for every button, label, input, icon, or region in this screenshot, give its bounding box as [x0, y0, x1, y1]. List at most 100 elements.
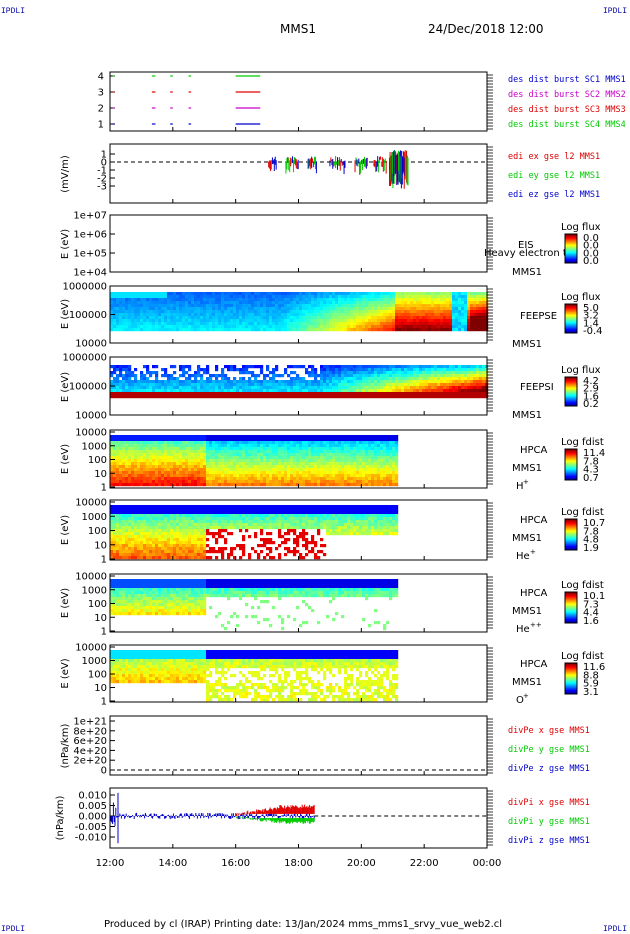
feepsi-panel-heat-cell — [212, 380, 216, 384]
feepsi-panel-heat-cell — [224, 386, 228, 390]
feepsi-panel-heat-cell — [410, 380, 414, 384]
feepsi-panel-heat-cell — [185, 383, 189, 387]
hpca-h-panel-heat-cell — [137, 459, 141, 463]
feepse-panel-heat-cell — [197, 322, 201, 326]
feepsi-panel-heat-cell — [185, 389, 189, 393]
feepse-panel-heat-cell — [443, 298, 447, 302]
hpca-h-panel-heat-cell — [317, 477, 321, 481]
feepse-panel-heat-cell — [344, 316, 348, 320]
feepsi-panel-heat-cell — [206, 392, 210, 396]
hpca-h-panel-heat-cell — [389, 459, 393, 463]
feepse-panel-heat-cell — [149, 313, 153, 317]
feepse-panel-heat-cell — [158, 325, 162, 329]
feepsi-panel-heat-cell — [374, 374, 378, 378]
feepse-panel-heat-cell — [464, 298, 468, 302]
feepse-panel-heat-cell — [332, 292, 336, 296]
feepsi-panel-heat-cell — [167, 386, 171, 390]
feepsi-panel-heat-cell — [185, 392, 189, 396]
feepsi-panel-heat-cell — [362, 395, 366, 399]
hpca-h-panel-heat-cell — [326, 468, 330, 472]
feepse-panel-heat-cell — [194, 322, 198, 326]
feepse-panel-heat-cell — [131, 310, 135, 314]
feepse-panel-heat-cell — [191, 319, 195, 323]
hpca-h-panel-heat-cell — [122, 450, 126, 454]
hpca-h-panel-heat-cell — [260, 477, 264, 481]
feepsi-panel-heat-cell — [179, 386, 183, 390]
feepsi-panel-heat-cell — [446, 374, 450, 378]
feepse-panel-heat-cell — [173, 310, 177, 314]
feepse-panel-heat-cell — [209, 310, 213, 314]
feepse-panel-heat-cell — [293, 316, 297, 320]
feepse-panel-heat-cell — [272, 322, 276, 326]
feepse-panel-heat-cell — [404, 295, 408, 299]
hpca-h-panel-heat-cell — [248, 474, 252, 478]
hpca-h-panel-heat-cell — [158, 468, 162, 472]
feepsi-panel-heat-cell — [422, 368, 426, 372]
feepsi-panel-heat-cell — [428, 395, 432, 399]
feepsi-panel-heat-cell — [257, 395, 261, 399]
feepse-panel-heat-cell — [425, 319, 429, 323]
hpca-h-panel-heat-cell — [386, 459, 390, 463]
feepse-panel-heat-cell — [470, 292, 474, 296]
feepsi-panel-heat-cell — [452, 365, 456, 369]
hpca-h-panel-heat-cell — [212, 435, 216, 439]
feepse-panel-heat-cell — [128, 292, 132, 296]
feepsi-panel-heat-cell — [383, 383, 387, 387]
hpca-h-panel-heat-cell — [164, 459, 168, 463]
feepsi-panel-heat-cell — [344, 380, 348, 384]
feepse-panel-heat-cell — [251, 307, 255, 311]
feepsi-panel-heat-cell — [176, 395, 180, 399]
hpca-h-panel-heat-cell — [320, 477, 324, 481]
hpca-h-panel-heat-cell — [320, 459, 324, 463]
feepse-panel-heat-cell — [395, 295, 399, 299]
feepsi-panel-heat-cell — [245, 368, 249, 372]
feepse-panel-heat-cell — [368, 301, 372, 305]
hpca-h-panel-heat-cell — [383, 483, 387, 487]
feepse-panel-heat-cell — [287, 298, 291, 302]
feepsi-panel-heat-cell — [425, 371, 429, 375]
feepse-panel-heat-cell — [308, 295, 312, 299]
feepsi-panel-heat-cell — [170, 374, 174, 378]
feepse-panel-heat-cell — [452, 310, 456, 314]
feepse-panel-heat-cell — [377, 307, 381, 311]
feepsi-panel-heat-cell — [329, 380, 333, 384]
feepsi-panel-heat-cell — [293, 392, 297, 396]
hpca-h-panel-heat-cell — [383, 474, 387, 478]
feepse-panel-heat-cell — [155, 325, 159, 329]
feepsi-panel-heat-cell — [191, 389, 195, 393]
hpca-h-panel-heat-cell — [242, 453, 246, 457]
hpca-h-panel-heat-cell — [230, 447, 234, 451]
feepse-panel-heat-cell — [413, 310, 417, 314]
feepse-panel-heat-cell — [404, 316, 408, 320]
hpca-h-panel-heat-cell — [356, 444, 360, 448]
feepse-panel-heat-cell — [125, 313, 129, 317]
hpca-h-panel-heat-cell — [245, 444, 249, 448]
feepsi-panel-heat-cell — [275, 386, 279, 390]
feepsi-panel-heat-cell — [293, 365, 297, 369]
feepse-panel-colorbar-cell — [565, 328, 577, 330]
feepsi-panel-heat-cell — [395, 380, 399, 384]
feepse-panel-heat-cell — [392, 319, 396, 323]
hpca-h-panel-heat-cell — [353, 459, 357, 463]
hpca-h-panel-heat-cell — [191, 444, 195, 448]
feepsi-panel-heat-cell — [254, 365, 258, 369]
hpca-h-panel-heat-cell — [254, 450, 258, 454]
feepsi-panel-heat-cell — [176, 377, 180, 381]
feepse-panel-heat-cell — [176, 310, 180, 314]
feepsi-panel-colorbar-cell — [565, 388, 577, 390]
feepse-panel-heat-cell — [416, 319, 420, 323]
feepse-panel-heat-cell — [230, 325, 234, 329]
feepsi-panel-heat-cell — [191, 374, 195, 378]
feepse-panel-heat-cell — [437, 316, 441, 320]
feepse-panel-heat-cell — [272, 310, 276, 314]
feepse-panel-heat-cell — [395, 307, 399, 311]
feepsi-panel-heat-cell — [425, 365, 429, 369]
hpca-h-panel-heat-cell — [152, 483, 156, 487]
hpca-h-panel-heat-cell — [365, 459, 369, 463]
hpca-h-panel-heat-cell — [281, 438, 285, 442]
feepsi-panel-heat-cell — [344, 386, 348, 390]
feepse-panel-heat-cell — [410, 313, 414, 317]
feepsi-panel-heat-cell — [476, 374, 480, 378]
feepsi-panel-heat-cell — [344, 365, 348, 369]
hpca-h-panel-heat-cell — [197, 480, 201, 484]
